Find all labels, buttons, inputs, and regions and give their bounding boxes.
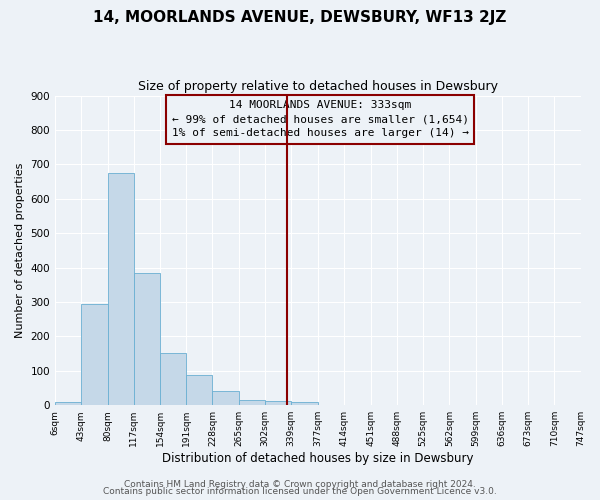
X-axis label: Distribution of detached houses by size in Dewsbury: Distribution of detached houses by size … (162, 452, 473, 465)
Bar (291, 402, 318, 405)
Bar (265, 400, 291, 405)
Text: Contains public sector information licensed under the Open Government Licence v3: Contains public sector information licen… (103, 487, 497, 496)
Title: Size of property relative to detached houses in Dewsbury: Size of property relative to detached ho… (138, 80, 498, 93)
Text: 14 MOORLANDS AVENUE: 333sqm
← 99% of detached houses are smaller (1,654)
1% of s: 14 MOORLANDS AVENUE: 333sqm ← 99% of det… (172, 100, 469, 138)
Bar (239, 400, 265, 405)
Bar (212, 392, 239, 405)
Text: Contains HM Land Registry data © Crown copyright and database right 2024.: Contains HM Land Registry data © Crown c… (124, 480, 476, 489)
Bar (160, 353, 186, 405)
Bar (186, 376, 212, 405)
Bar (134, 272, 160, 405)
Text: 14, MOORLANDS AVENUE, DEWSBURY, WF13 2JZ: 14, MOORLANDS AVENUE, DEWSBURY, WF13 2JZ (94, 10, 506, 25)
Bar (81, 304, 107, 405)
Y-axis label: Number of detached properties: Number of detached properties (15, 162, 25, 338)
Bar (55, 402, 81, 405)
Bar (107, 173, 134, 405)
